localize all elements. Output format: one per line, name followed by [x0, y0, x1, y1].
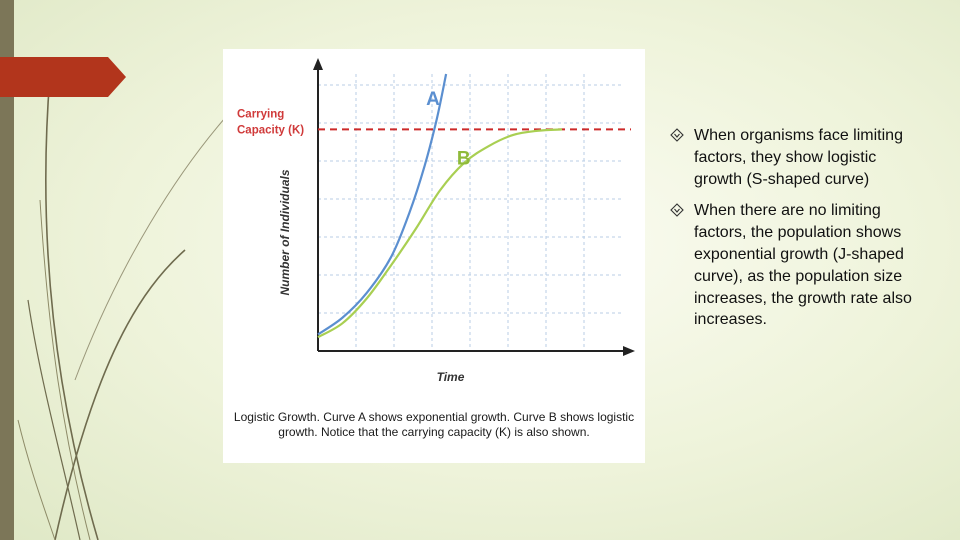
bullet-list: When organisms face limiting factors, th…: [668, 125, 918, 341]
growth-chart: A B Carrying Capacity (K) Time Number of Indi…: [237, 58, 635, 384]
diamond-arrow-icon: [670, 203, 684, 218]
bullet-item: When organisms face limiting factors, th…: [668, 125, 918, 190]
carrying-capacity-label: Carrying: [237, 108, 284, 120]
x-axis-arrow: [623, 346, 635, 356]
series-label-b: B: [457, 148, 471, 169]
diamond-arrow-icon: [670, 128, 684, 142]
red-tab-shape: [0, 57, 126, 97]
red-accent-tab: [0, 57, 126, 97]
series-line-a: [317, 73, 448, 336]
figure-panel: A B Carrying Capacity (K) Time Number of Indi…: [223, 49, 645, 463]
y-axis-arrow: [313, 58, 323, 70]
figure-caption: Logistic Growth. Curve A shows exponenti…: [233, 410, 635, 439]
decorative-lines: [17, 74, 226, 540]
y-axis-label: Number of Individuals: [278, 169, 292, 295]
series-line-b: [317, 128, 563, 339]
left-accent-bar: [0, 0, 14, 540]
series-label-a: A: [426, 89, 440, 110]
bullet-item: When there are no limiting factors, the …: [668, 200, 918, 331]
bullet-text: When there are no limiting factors, the …: [694, 202, 912, 329]
x-axis-label: Time: [437, 370, 465, 384]
carrying-capacity-label-line2: Capacity (K): [237, 124, 304, 136]
bullet-text: When organisms face limiting factors, th…: [694, 127, 903, 188]
